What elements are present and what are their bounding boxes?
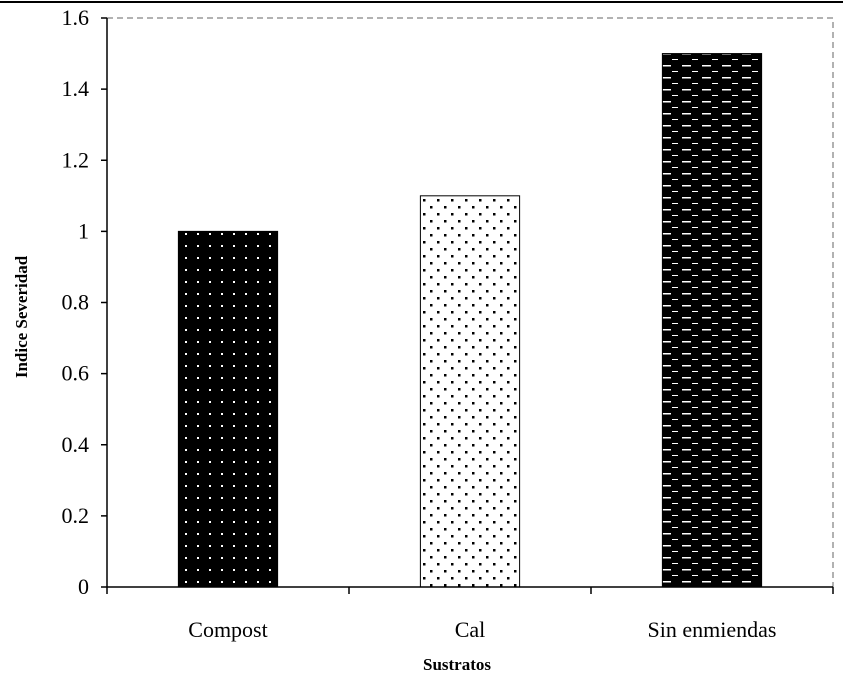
y-ticks: 0 0.2 0.4 0.6 0.8 1 1.2 1.4 1.6 (62, 5, 107, 599)
bar-sin-enmiendas (661, 53, 763, 588)
x-category-label: Cal (455, 617, 486, 642)
y-axis: 0 0.2 0.4 0.6 0.8 1 1.2 1.4 1.6 (62, 5, 108, 599)
x-ticks: Compost Cal Sin enmiendas (106, 587, 834, 642)
y-tick-label: 0.8 (62, 290, 90, 315)
x-category-label: Compost (188, 617, 267, 642)
x-axis: Compost Cal Sin enmiendas (106, 586, 834, 642)
bars (177, 53, 763, 588)
y-tick-label: 1.4 (62, 76, 90, 101)
y-tick-label: 0.2 (62, 503, 90, 528)
y-axis-title: Indice Severidad (12, 255, 31, 378)
bar-compost (177, 230, 279, 588)
y-tick-label: 1.6 (62, 5, 90, 30)
y-tick-label: 1.2 (62, 147, 90, 172)
x-category-label: Sin enmiendas (648, 617, 777, 642)
x-axis-title: Sustratos (423, 655, 491, 674)
bar-cal (419, 195, 521, 588)
y-tick-label: 1 (78, 218, 89, 243)
y-tick-label: 0.6 (62, 361, 90, 386)
y-tick-label: 0.4 (62, 432, 90, 457)
y-tick-label: 0 (78, 574, 89, 599)
